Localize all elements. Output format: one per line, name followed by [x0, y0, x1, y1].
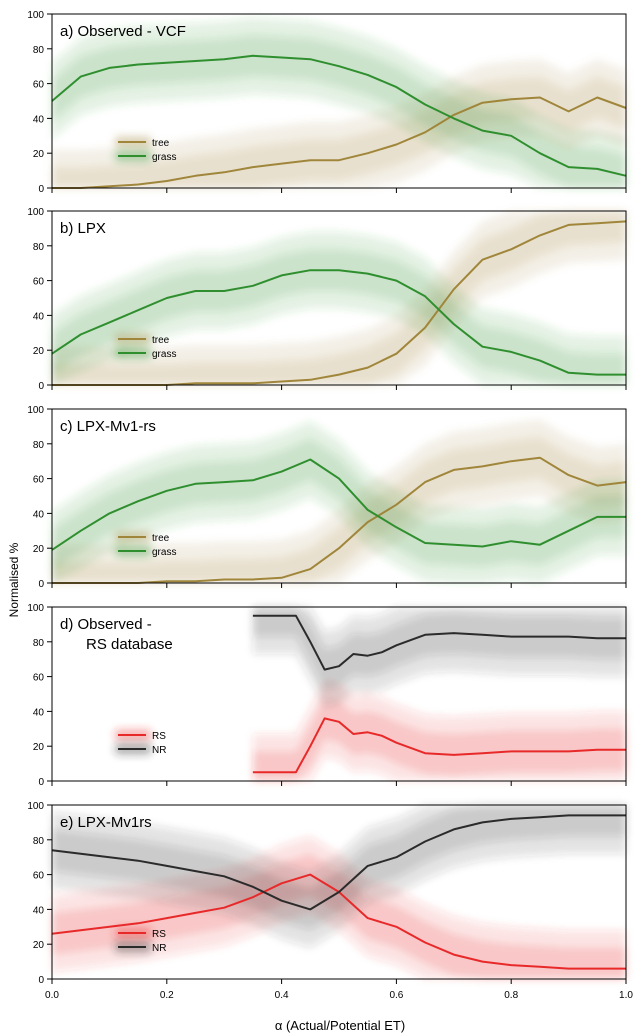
x-axis-label: α (Actual/Potential ET) — [275, 1018, 405, 1033]
series-band-inner — [52, 249, 626, 385]
y-tick-label: 60 — [33, 475, 45, 486]
legend-label: NR — [152, 943, 166, 954]
series-line-grass — [51, 458, 626, 551]
plot-frame — [51, 13, 627, 189]
y-tick-label: 0 — [38, 579, 44, 590]
x-tick-label: 0.8 — [504, 990, 518, 1001]
plot-frame — [51, 606, 627, 782]
y-tick-label: 60 — [33, 277, 45, 288]
y-tick-label: 20 — [33, 742, 45, 753]
y-tick-label: 20 — [33, 149, 45, 160]
y-tick-label: 0 — [38, 975, 44, 986]
series-band-inner — [252, 697, 626, 781]
plot-frame — [51, 408, 627, 584]
series-line-NR — [51, 814, 626, 911]
legend-label: grass — [152, 547, 176, 558]
series-line-RS — [252, 717, 626, 774]
series-band-inner — [52, 805, 626, 931]
legend-label: tree — [152, 138, 170, 149]
y-tick-label: 100 — [27, 603, 44, 614]
series-band-inner — [52, 34, 626, 189]
x-tick-label: 1.0 — [619, 990, 633, 1001]
series-line-tree — [52, 96, 627, 189]
panel-3: 0 20 40 60 80 100 c) LPX-Mv1-rs tree grass — [27, 405, 627, 590]
legend-label: tree — [152, 533, 170, 544]
y-tick-label: 40 — [33, 905, 45, 916]
panel-1: 0 20 40 60 80 100 a) Observed - VCF tree grass — [27, 10, 627, 195]
series-band-inner — [52, 438, 626, 571]
legend-label: RS — [152, 929, 166, 940]
y-tick-label: 100 — [27, 801, 44, 812]
y-tick-label: 20 — [33, 544, 45, 555]
y-tick-label: 40 — [33, 311, 45, 322]
series-band-inner — [52, 211, 626, 385]
y-tick-label: 80 — [33, 836, 45, 847]
series-line-tree — [52, 456, 627, 584]
y-tick-label: 20 — [33, 346, 45, 357]
y-tick-label: 0 — [38, 381, 44, 392]
y-tick-label: 100 — [27, 207, 44, 218]
panel-title: a) Observed - VCF — [60, 23, 186, 40]
y-tick-label: 40 — [33, 509, 45, 520]
legend: RS NR — [114, 729, 166, 756]
uncertainty-bands — [52, 17, 626, 189]
y-tick-label: 80 — [33, 242, 45, 253]
x-tick-label: 0.0 — [45, 990, 59, 1001]
panel-title: e) LPX-Mv1rs — [60, 814, 152, 831]
plot-frame — [51, 804, 627, 980]
series-band-inner — [52, 853, 626, 979]
legend-label: grass — [152, 152, 176, 163]
series-line-grass — [51, 269, 626, 376]
series-band-inner — [252, 607, 626, 691]
series-band-inner — [52, 436, 626, 583]
panel-title: d) Observed - — [60, 616, 152, 633]
y-tick-label: 60 — [33, 871, 45, 882]
y-tick-label: 100 — [27, 10, 44, 21]
x-tick-label: 0.6 — [389, 990, 403, 1001]
y-tick-label: 100 — [27, 405, 44, 416]
panel-5: 0 20 40 60 80 100 e) LPX-Mv1rs RS NR — [27, 801, 627, 986]
series-line-NR — [252, 614, 626, 671]
panel-title-line2: RS database — [86, 636, 173, 653]
legend: tree grass — [114, 531, 176, 558]
x-tick-label: 0.2 — [160, 990, 174, 1001]
panel-title: b) LPX — [60, 220, 106, 237]
series-line-grass — [51, 54, 627, 177]
legend-label: tree — [152, 335, 170, 346]
y-tick-label: 0 — [38, 184, 44, 195]
panel-4: 0 20 40 60 80 100 d) Observed - RS database RS NR — [27, 603, 627, 788]
uncertainty-bands — [252, 607, 626, 781]
y-tick-label: 80 — [33, 638, 45, 649]
plot-frame — [51, 210, 627, 386]
y-tick-label: 0 — [38, 777, 44, 788]
x-tick-label: 0.4 — [275, 990, 289, 1001]
y-tick-label: 60 — [33, 80, 45, 91]
y-tick-label: 20 — [33, 940, 45, 951]
legend-label: RS — [152, 731, 166, 742]
legend-label: NR — [152, 745, 166, 756]
y-tick-label: 40 — [33, 707, 45, 718]
legend: tree grass — [114, 333, 176, 360]
legend-label: grass — [152, 349, 176, 360]
y-tick-label: 80 — [33, 440, 45, 451]
y-tick-label: 40 — [33, 114, 45, 125]
y-tick-label: 60 — [33, 673, 45, 684]
legend: tree grass — [114, 136, 176, 163]
y-axis-label: Normalised % — [7, 542, 21, 617]
uncertainty-bands — [52, 419, 626, 583]
y-tick-label: 80 — [33, 45, 45, 56]
panel-2: 0 20 40 60 80 100 b) LPX tree grass — [27, 207, 627, 392]
panel-title: c) LPX-Mv1-rs — [60, 418, 156, 435]
legend: RS NR — [114, 927, 166, 954]
uncertainty-bands — [52, 805, 626, 979]
